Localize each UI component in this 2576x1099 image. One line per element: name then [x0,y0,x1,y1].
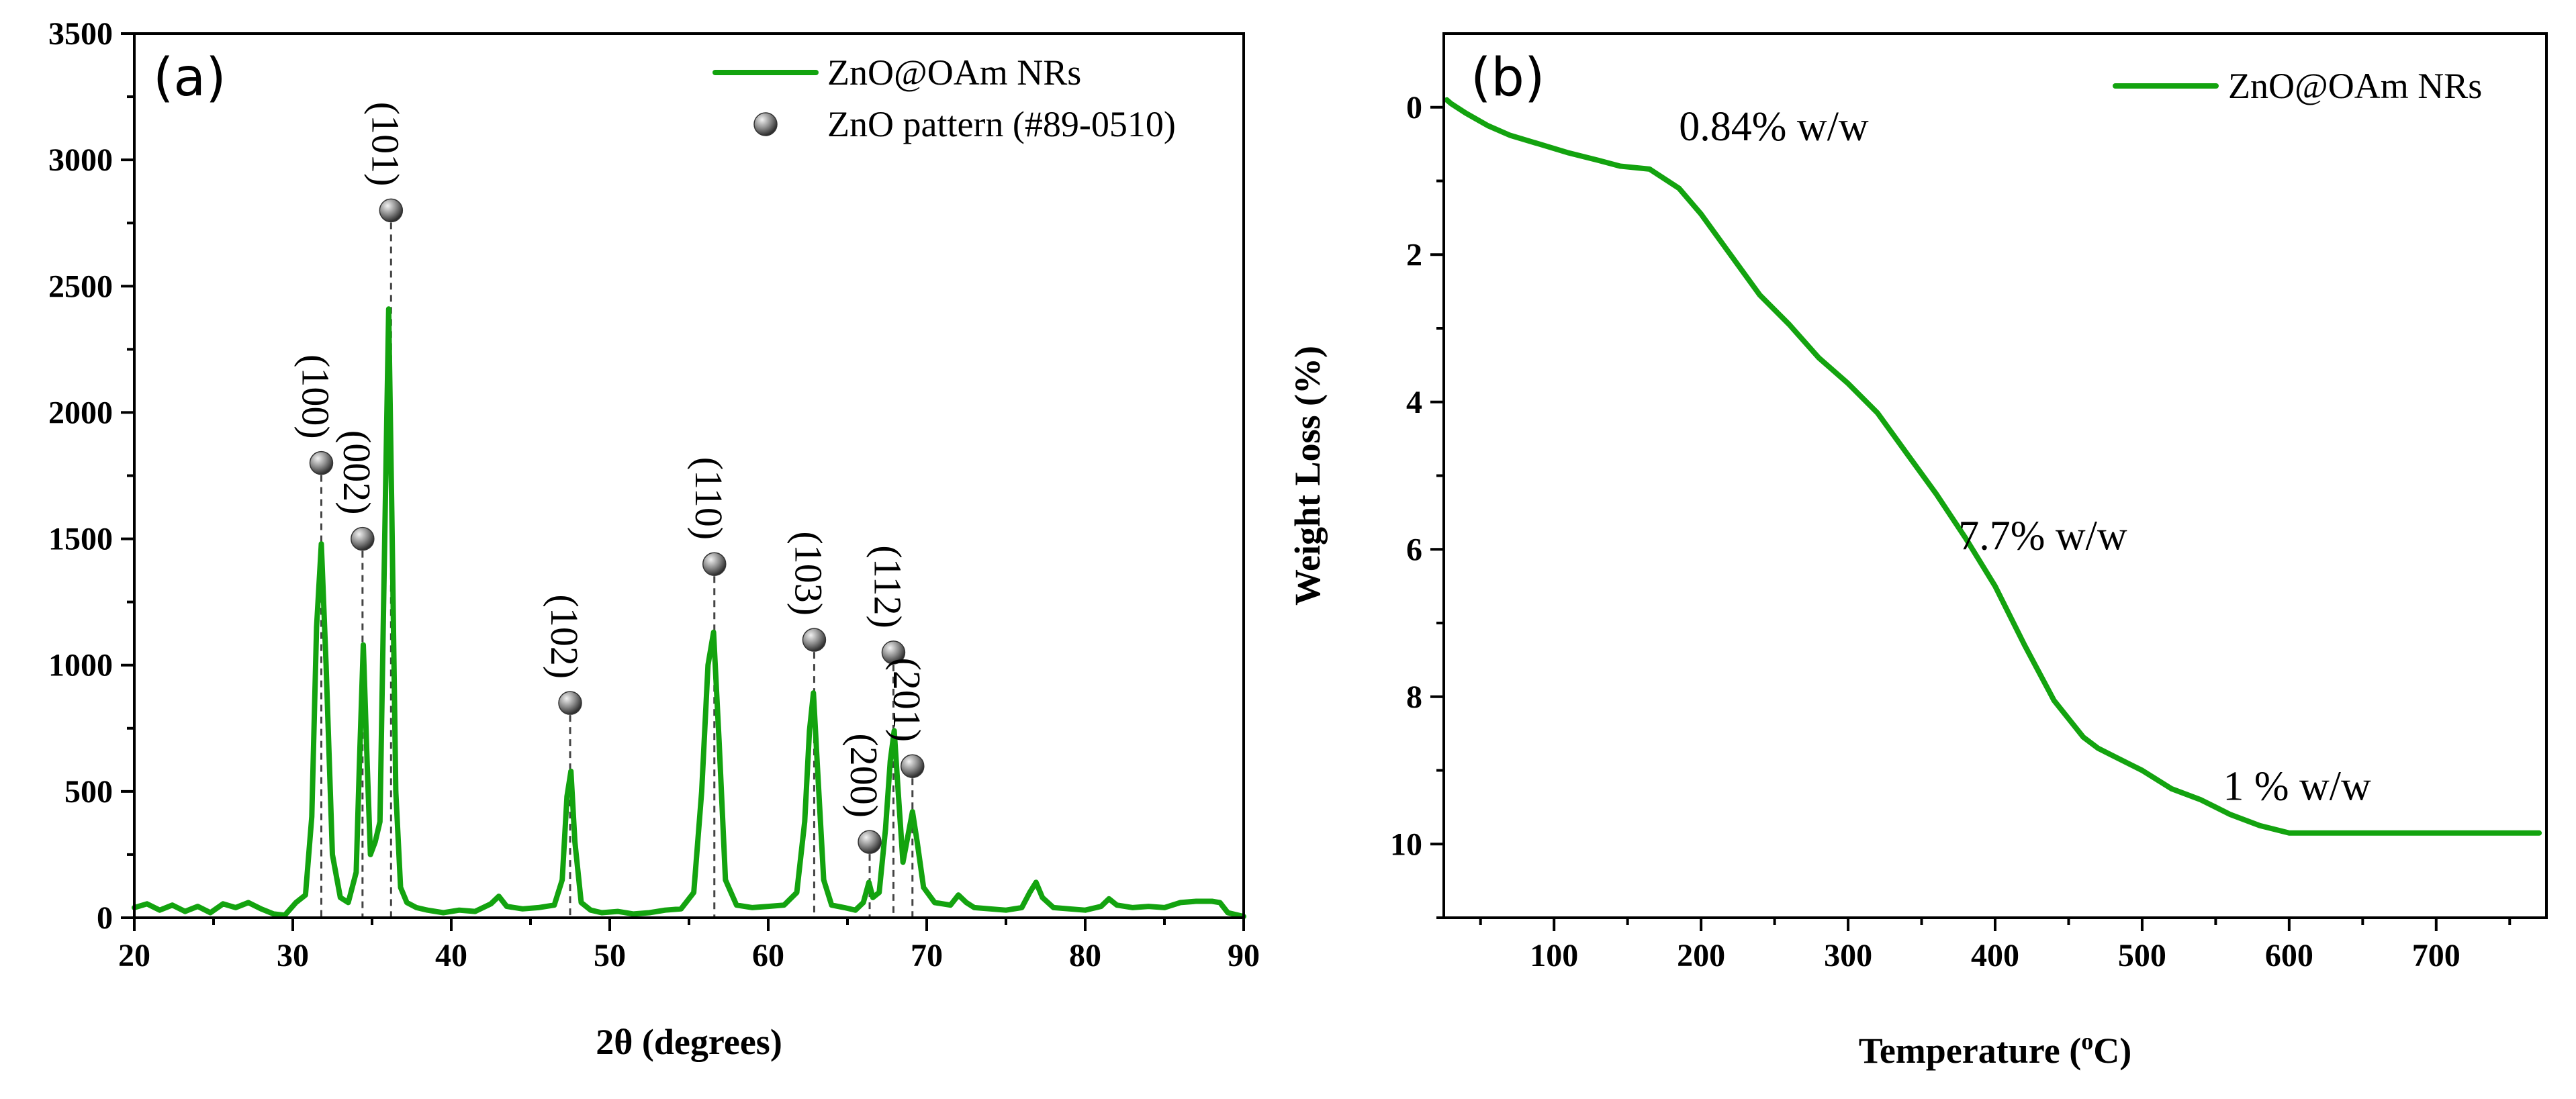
legend-entry-series: ZnO@OAm NRs [827,52,1081,93]
reference-marker [558,691,582,715]
x-tick-label: 30 [277,938,309,973]
reference-marker [351,526,375,551]
legend-entry-series: ZnO@OAm NRs [2228,66,2482,106]
panel-b-x-axis-title: Temperature (oC) [1859,1028,2131,1071]
y-tick-label: 10 [1390,826,1422,862]
peak-index-label: (112) [866,545,909,628]
x-tick-label: 60 [752,938,784,973]
panel-b-series-line [1444,97,2542,836]
reference-marker [802,628,827,652]
panel-a-x-axis-title: 2θ (degrees) [596,1022,782,1062]
x-tick-label: 100 [1530,938,1578,973]
reference-marker [881,640,906,665]
panel-b-label: (b) [1471,48,1545,108]
panel-a-series-line [132,306,1246,920]
reference-marker [309,450,334,475]
peak-index-label: (102) [543,595,586,679]
x-tick-label: 500 [2118,938,2166,973]
y-tick-label: 4 [1406,385,1422,420]
panel-b-legend: ZnO@OAm NRs [2113,66,2482,106]
weight-loss-annotation: 7.7% w/w [1958,513,2127,559]
x-tick-label: 300 [1824,938,1872,973]
y-tick-label: 1000 [48,648,113,683]
peak-index-label: (201) [885,658,929,743]
weight-loss-annotation: 0.84% w/w [1679,104,1869,150]
y-tick-label: 2000 [48,395,113,430]
peak-index-label: (103) [786,531,830,616]
reference-marker [379,198,404,223]
x-tick-label: 600 [2265,938,2313,973]
panel-a-ticks: 20 30 40 50 60 70 80 90 0 500 1000 1500 2000 2500 3000… [48,16,1260,973]
panel-b-ticks: 100 200 300 400 500 600 700 0 2 4 6 8 10 [1390,90,2512,973]
weight-loss-annotation: 1 % w/w [2223,763,2371,809]
reference-marker [901,754,925,778]
panel-a-plot-frame [133,32,1245,919]
y-tick-label: 0 [1406,90,1422,126]
panel-b-y-axis-title: Weight Loss (%) [1287,346,1328,606]
peak-index-label: (002) [335,430,379,515]
x-tick-label: 40 [435,938,467,973]
x-tick-label: 200 [1677,938,1725,973]
y-tick-label: 2 [1406,237,1422,273]
y-tick-label: 3500 [48,16,113,52]
legend-entry-reference: ZnO pattern (#89-0510) [827,104,1176,144]
reference-marker [702,552,727,576]
x-tick-label: 400 [1971,938,2019,973]
x-tick-label: 90 [1228,938,1260,973]
y-tick-label: 500 [64,774,113,810]
y-tick-label: 3000 [48,142,113,178]
x-tick-label: 50 [594,938,626,973]
x-title-main: Temperature ( [1859,1031,2081,1071]
x-tick-label: 80 [1069,938,1101,973]
panel-a-legend: ZnO@OAm NRs ZnO pattern (#89-0510) [712,52,1176,144]
x-tick-label: 700 [2412,938,2460,973]
panel-b-plot-frame [1442,32,2548,919]
y-tick-label: 8 [1406,679,1422,715]
x-title-degree: o [2081,1028,2093,1055]
peak-index-label: (101) [363,102,407,187]
panel-a-peak-labels: (100)(002) (101) (102) (110) (103) (200) (112)… [293,102,928,818]
x-tick-label: 70 [911,938,943,973]
peak-index-label: (110) [687,457,731,540]
y-tick-label: 6 [1406,532,1422,567]
panel-a-label: (a) [153,48,226,108]
panel-a-xrd-chart: 20 30 40 50 60 70 80 90 0 500 1000 1500 2000 2500 3000… [48,16,1260,1062]
y-tick-label: 2500 [48,269,113,304]
panel-b-annotations: 0.84% w/w 7.7% w/w 1 % w/w [1679,104,2371,809]
x-title-tail: C) [2093,1031,2131,1071]
y-tick-label: 1500 [48,522,113,557]
y-tick-label: 0 [97,900,113,936]
x-tick-label: 20 [118,938,150,973]
reference-marker [858,830,882,854]
panel-b-tga-chart: 100 200 300 400 500 600 700 0 2 4 6 8 10 0.84% w/w 7.… [1287,32,2548,1071]
panel-a-reference-markers [309,198,925,854]
peak-index-label: (200) [842,733,886,818]
legend-marker-swatch [753,112,778,136]
peak-index-label: (100) [293,354,337,439]
